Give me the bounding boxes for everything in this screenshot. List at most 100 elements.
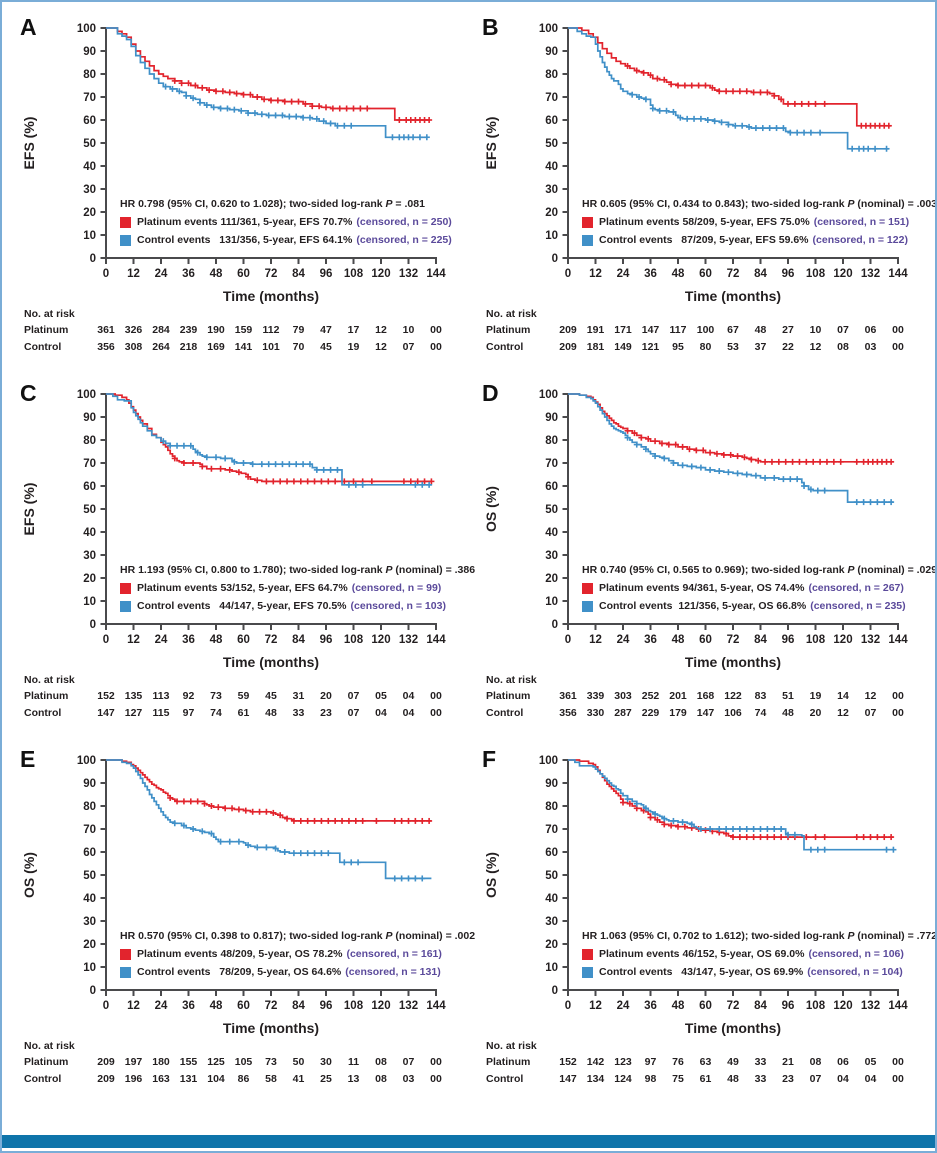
stats-text: HR 0.740 (95% CI, 0.565 to 0.969); two-s…	[582, 562, 935, 579]
at-risk-count: 12	[375, 324, 387, 336]
svg-text:60: 60	[83, 481, 96, 493]
stats-p-italic: P	[847, 198, 855, 210]
at-risk-count: 00	[430, 1073, 442, 1085]
at-risk-count: 201	[669, 690, 687, 702]
svg-text:36: 36	[644, 268, 657, 280]
at-risk-count: 73	[210, 690, 222, 702]
at-risk-count: 147	[97, 707, 115, 719]
at-risk-count: 112	[262, 324, 280, 336]
stats-prefix: HR 0.740 (95% CI, 0.565 to 0.969); two-s…	[582, 564, 848, 576]
panel-B: B 0 10 20 30 40 50 60 70 80 90 100 0 12 24 36 48 60 72 84 9…	[470, 14, 935, 358]
svg-text:84: 84	[754, 1000, 767, 1012]
at-risk-count: 06	[837, 1056, 849, 1068]
at-risk-count: 163	[152, 1073, 170, 1085]
svg-text:0: 0	[552, 985, 558, 997]
control-censor-marks	[160, 438, 433, 488]
at-risk-count: 73	[265, 1056, 277, 1068]
at-risk-count: 218	[179, 341, 198, 353]
at-risk-count: 12	[837, 707, 849, 719]
at-risk-count: 00	[430, 341, 442, 353]
control-censor-marks	[624, 434, 895, 506]
control-curve	[568, 27, 889, 150]
tick-labels: 0 10 20 30 40 50 60 70 80 90 100 0 12 24 36 48 60 72 84 96 1…	[77, 389, 446, 646]
at-risk-group: Control	[486, 707, 524, 719]
at-risk-count: 07	[347, 690, 360, 702]
svg-text:108: 108	[344, 634, 364, 646]
at-risk-count: 209	[559, 341, 577, 353]
at-risk-title: No. at risk	[24, 1040, 75, 1052]
svg-text:80: 80	[83, 435, 96, 447]
at-risk-count: 124	[614, 1073, 632, 1085]
svg-text:10: 10	[83, 596, 96, 608]
svg-text:144: 144	[888, 268, 908, 280]
panel-C: C 0 10 20 30 40 50 60 70 80 90 100 0 12 24 36 48 60 72 84 9…	[8, 380, 475, 724]
at-risk-count: 142	[586, 1056, 605, 1068]
at-risk-count: 125	[207, 1056, 225, 1068]
at-risk-group: Control	[486, 1073, 524, 1085]
svg-text:144: 144	[426, 1000, 446, 1012]
km-plot: 0 10 20 30 40 50 60 70 80 90 100 0 12 24 36 48 60 72 84 96 1…	[483, 389, 908, 670]
at-risk-row: Control 147 127 115 97 74 61 48 33 23 07 04 04 00	[8, 707, 457, 724]
legend-label: Platinum events 58/209, 5-year, EFS 75.0…	[599, 216, 810, 228]
at-risk-count: 159	[234, 324, 253, 336]
svg-text:30: 30	[545, 550, 558, 562]
platinum-swatch	[582, 582, 593, 594]
svg-text:80: 80	[83, 69, 96, 81]
svg-text:0: 0	[90, 253, 96, 265]
at-risk-count: 92	[182, 690, 195, 702]
svg-text:10: 10	[83, 962, 96, 974]
legend-label: Control events 131/356, 5-year, EFS 64.1…	[137, 234, 353, 246]
legend-censored: (censored, n = 104)	[807, 966, 903, 978]
at-risk-count: 23	[320, 707, 332, 719]
stats-legend: HR 1.193 (95% CI, 0.800 to 1.780); two-s…	[120, 562, 475, 615]
svg-text:30: 30	[545, 916, 558, 928]
svg-text:80: 80	[83, 801, 96, 813]
at-risk-count: 80	[699, 341, 712, 353]
at-risk-count: 49	[727, 1056, 739, 1068]
stats-suffix: (nominal) = .029	[854, 564, 937, 576]
legend-label: Control events 43/147, 5-year, OS 69.9%	[599, 966, 804, 978]
at-risk-count: 58	[265, 1073, 277, 1085]
tick-labels: 0 10 20 30 40 50 60 70 80 90 100 0 12 24 36 48 60 72 84 96 1…	[539, 389, 908, 646]
control-censor-marks	[624, 796, 897, 853]
at-risk-count: 147	[559, 1073, 577, 1085]
stats-suffix: (nominal) = .386	[392, 564, 476, 576]
at-risk-count: 20	[320, 690, 332, 702]
legend-row-platinum: Platinum events 58/209, 5-year, EFS 75.0…	[582, 213, 917, 231]
svg-text:0: 0	[103, 268, 109, 280]
tick-labels: 0 10 20 30 40 50 60 70 80 90 100 0 12 24 36 48 60 72 84 96 1…	[77, 23, 446, 280]
at-risk-title: No. at risk	[24, 674, 75, 686]
at-risk-count: 147	[696, 707, 715, 719]
at-risk-count: 07	[347, 707, 360, 719]
legend-label: Platinum events 46/152, 5-year, OS 69.0%	[599, 948, 805, 960]
at-risk-count: 180	[152, 1056, 170, 1068]
at-risk-table: No. at risk Platinum 152 135 113 92 73 59 45 31 2…	[8, 674, 457, 724]
platinum-swatch	[120, 582, 131, 594]
svg-text:90: 90	[83, 46, 96, 58]
at-risk-count: 03	[864, 341, 877, 353]
svg-text:72: 72	[727, 1000, 740, 1012]
svg-text:50: 50	[545, 870, 558, 882]
control-curve	[568, 393, 894, 503]
svg-text:108: 108	[344, 268, 364, 280]
plot-area: 0 10 20 30 40 50 60 70 80 90 100 0 12 24 36 48 60 72 84 96 1…	[470, 380, 935, 672]
at-risk-count: 190	[207, 324, 225, 336]
svg-text:24: 24	[617, 634, 630, 646]
svg-text:70: 70	[545, 92, 558, 104]
at-risk-row: Platinum 361 339 303 252 201 168 122 83 51 19 14 12 0…	[470, 690, 919, 707]
svg-text:36: 36	[182, 634, 195, 646]
at-risk-count: 127	[124, 707, 143, 719]
at-risk-count: 07	[809, 1073, 822, 1085]
at-risk-count: 97	[182, 707, 195, 719]
at-risk-count: 303	[614, 690, 632, 702]
at-risk-count: 284	[152, 324, 170, 336]
svg-text:60: 60	[83, 847, 96, 859]
control-censor-marks	[629, 91, 890, 152]
at-risk-count: 00	[430, 707, 442, 719]
at-risk-count: 168	[696, 690, 715, 702]
svg-text:100: 100	[539, 23, 558, 35]
at-risk-count: 06	[864, 324, 877, 336]
svg-text:0: 0	[103, 1000, 109, 1012]
at-risk-count: 61	[237, 707, 250, 719]
legend-row-control: Control events 87/209, 5-year, EFS 59.6%…	[582, 231, 917, 249]
